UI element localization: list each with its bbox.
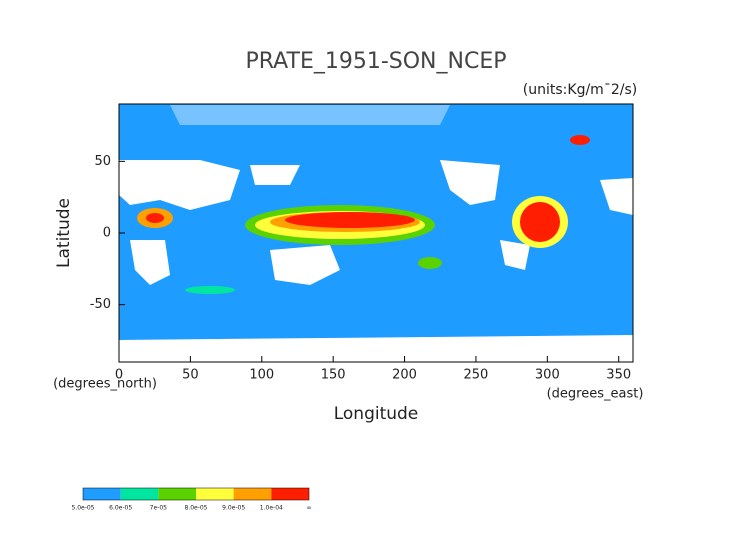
colorbar-label: 8.0e-05: [184, 505, 207, 512]
colorbar-label: ∞: [307, 505, 312, 512]
map-field: [118, 103, 634, 363]
colorbar-swatch: [158, 488, 196, 500]
colorbar-swatch: [233, 488, 272, 500]
land-mask: [119, 105, 633, 362]
colorbar-frame: [82, 487, 310, 501]
x-axis-label: Longitude: [334, 404, 419, 424]
x-tick-label: 350: [606, 368, 631, 383]
colorbar-label: 7e-05: [150, 505, 167, 512]
colorbar-label: 9.0e-05: [222, 505, 245, 512]
colorbar-label: 1.0e-04: [260, 505, 283, 512]
precip-bands: [137, 135, 590, 294]
x-tick-label: 250: [464, 368, 489, 383]
x-tick-label: 150: [321, 368, 346, 383]
x-tick-label: 200: [392, 368, 417, 383]
colorbar-label: 5.0e-05: [71, 505, 94, 512]
colorbar-swatch: [271, 488, 309, 500]
colorbar-swatch: [120, 488, 159, 500]
x-tick-label: 300: [535, 368, 560, 383]
colorbar-swatch: [83, 488, 121, 500]
units-label: (units:Kg/m¯2/s): [523, 82, 637, 98]
y-tick-label: 0: [103, 226, 111, 241]
y-unit-label: (degrees_north): [53, 377, 157, 392]
x-tick-label: 0: [115, 368, 123, 383]
x-unit-label: (degrees_east): [547, 387, 644, 402]
chart-title: PRATE_1951-SON_NCEP: [246, 49, 507, 74]
y-tick-label: 50: [94, 154, 111, 169]
y-axis-label: Latitude: [54, 198, 74, 268]
y-tick-label: -50: [90, 297, 111, 312]
colorbar-swatch: [196, 488, 234, 500]
colorbar-label: 6.0e-05: [109, 505, 132, 512]
x-tick-label: 50: [182, 368, 199, 383]
x-tick-label: 100: [249, 368, 274, 383]
